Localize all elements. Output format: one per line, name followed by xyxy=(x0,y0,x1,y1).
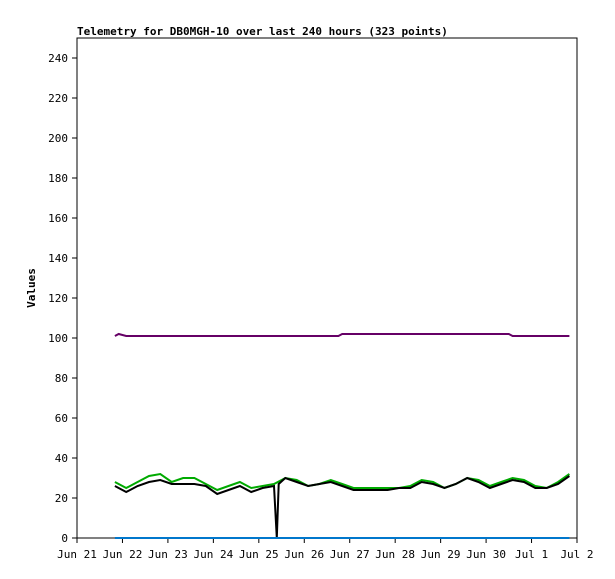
y-axis: 0 20 40 60 80 100 120 140 160 180 200 220 240 xyxy=(48,52,77,545)
plot-area xyxy=(76,37,578,539)
x-tick-label: Jun 27 xyxy=(330,548,370,561)
x-tick-label: Jun 30 xyxy=(466,548,506,561)
y-tick-label: 60 xyxy=(55,412,68,425)
series-line-3 xyxy=(114,475,570,539)
chart-title: Telemetry for DB0MGH-10 over last 240 ho… xyxy=(77,25,448,38)
y-tick-label: 240 xyxy=(48,52,68,65)
x-axis: Jun 21 Jun 22 Jun 23 Jun 24 Jun 25 Jun 26 Jun … xyxy=(57,538,594,561)
x-tick-label: Jun 21 xyxy=(57,548,97,561)
x-tick-label: Jun 29 xyxy=(421,548,461,561)
x-tick-label: Jun 26 xyxy=(284,548,324,561)
y-tick-label: 80 xyxy=(55,372,68,385)
y-tick-label: 140 xyxy=(48,252,68,265)
y-tick-label: 180 xyxy=(48,172,68,185)
y-tick-label: 40 xyxy=(55,452,68,465)
x-tick-label: Jun 28 xyxy=(375,548,415,561)
x-tick-label: Jun 25 xyxy=(239,548,279,561)
y-axis-label: Values xyxy=(25,268,38,308)
y-tick-label: 0 xyxy=(61,532,68,545)
y-tick-label: 160 xyxy=(48,212,68,225)
x-tick-label: Jun 22 xyxy=(103,548,143,561)
y-tick-label: 120 xyxy=(48,292,68,305)
series-line-1 xyxy=(114,332,570,337)
x-tick-label: Jun 24 xyxy=(193,548,233,561)
x-tick-label: Jun 23 xyxy=(148,548,188,561)
x-tick-label: Jul 2 xyxy=(560,548,593,561)
series-line-2 xyxy=(114,472,570,492)
y-tick-label: 20 xyxy=(55,492,68,505)
series-layer xyxy=(114,332,570,539)
x-tick-label: Jul 1 xyxy=(515,548,548,561)
y-tick-label: 100 xyxy=(48,332,68,345)
y-tick-label: 200 xyxy=(48,132,68,145)
y-tick-label: 220 xyxy=(48,92,68,105)
